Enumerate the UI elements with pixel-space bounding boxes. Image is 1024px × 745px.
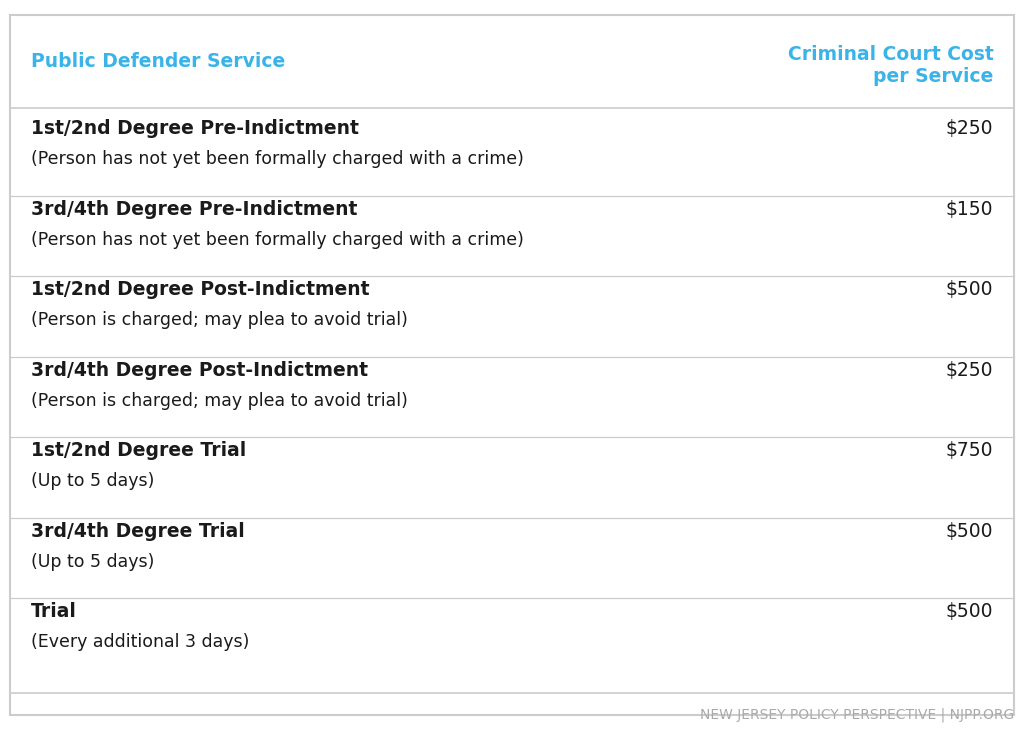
Text: $250: $250 [946, 361, 993, 380]
Text: $500: $500 [946, 280, 993, 299]
Text: Public Defender Service: Public Defender Service [31, 52, 285, 72]
Text: (Person is charged; may plea to avoid trial): (Person is charged; may plea to avoid tr… [31, 392, 408, 410]
Text: (Person has not yet been formally charged with a crime): (Person has not yet been formally charge… [31, 231, 523, 249]
Text: NEW JERSEY POLICY PERSPECTIVE | NJPP.ORG: NEW JERSEY POLICY PERSPECTIVE | NJPP.ORG [699, 708, 1014, 722]
Text: (Person is charged; may plea to avoid trial): (Person is charged; may plea to avoid tr… [31, 311, 408, 329]
Text: $150: $150 [946, 200, 993, 219]
Text: $500: $500 [946, 522, 993, 541]
Text: Trial: Trial [31, 602, 77, 621]
Text: (Up to 5 days): (Up to 5 days) [31, 472, 154, 490]
Text: 3rd/4th Degree Trial: 3rd/4th Degree Trial [31, 522, 245, 541]
Text: 1st/2nd Degree Pre-Indictment: 1st/2nd Degree Pre-Indictment [31, 119, 358, 139]
Text: $750: $750 [946, 441, 993, 460]
Text: $500: $500 [946, 602, 993, 621]
Text: $250: $250 [946, 119, 993, 139]
Text: (Up to 5 days): (Up to 5 days) [31, 553, 154, 571]
Text: 1st/2nd Degree Trial: 1st/2nd Degree Trial [31, 441, 246, 460]
Text: Criminal Court Cost
per Service: Criminal Court Cost per Service [787, 45, 993, 86]
Text: (Every additional 3 days): (Every additional 3 days) [31, 633, 249, 651]
Text: 3rd/4th Degree Pre-Indictment: 3rd/4th Degree Pre-Indictment [31, 200, 357, 219]
Text: (Person has not yet been formally charged with a crime): (Person has not yet been formally charge… [31, 150, 523, 168]
Text: 1st/2nd Degree Post-Indictment: 1st/2nd Degree Post-Indictment [31, 280, 370, 299]
FancyBboxPatch shape [10, 15, 1014, 715]
Text: 3rd/4th Degree Post-Indictment: 3rd/4th Degree Post-Indictment [31, 361, 368, 380]
